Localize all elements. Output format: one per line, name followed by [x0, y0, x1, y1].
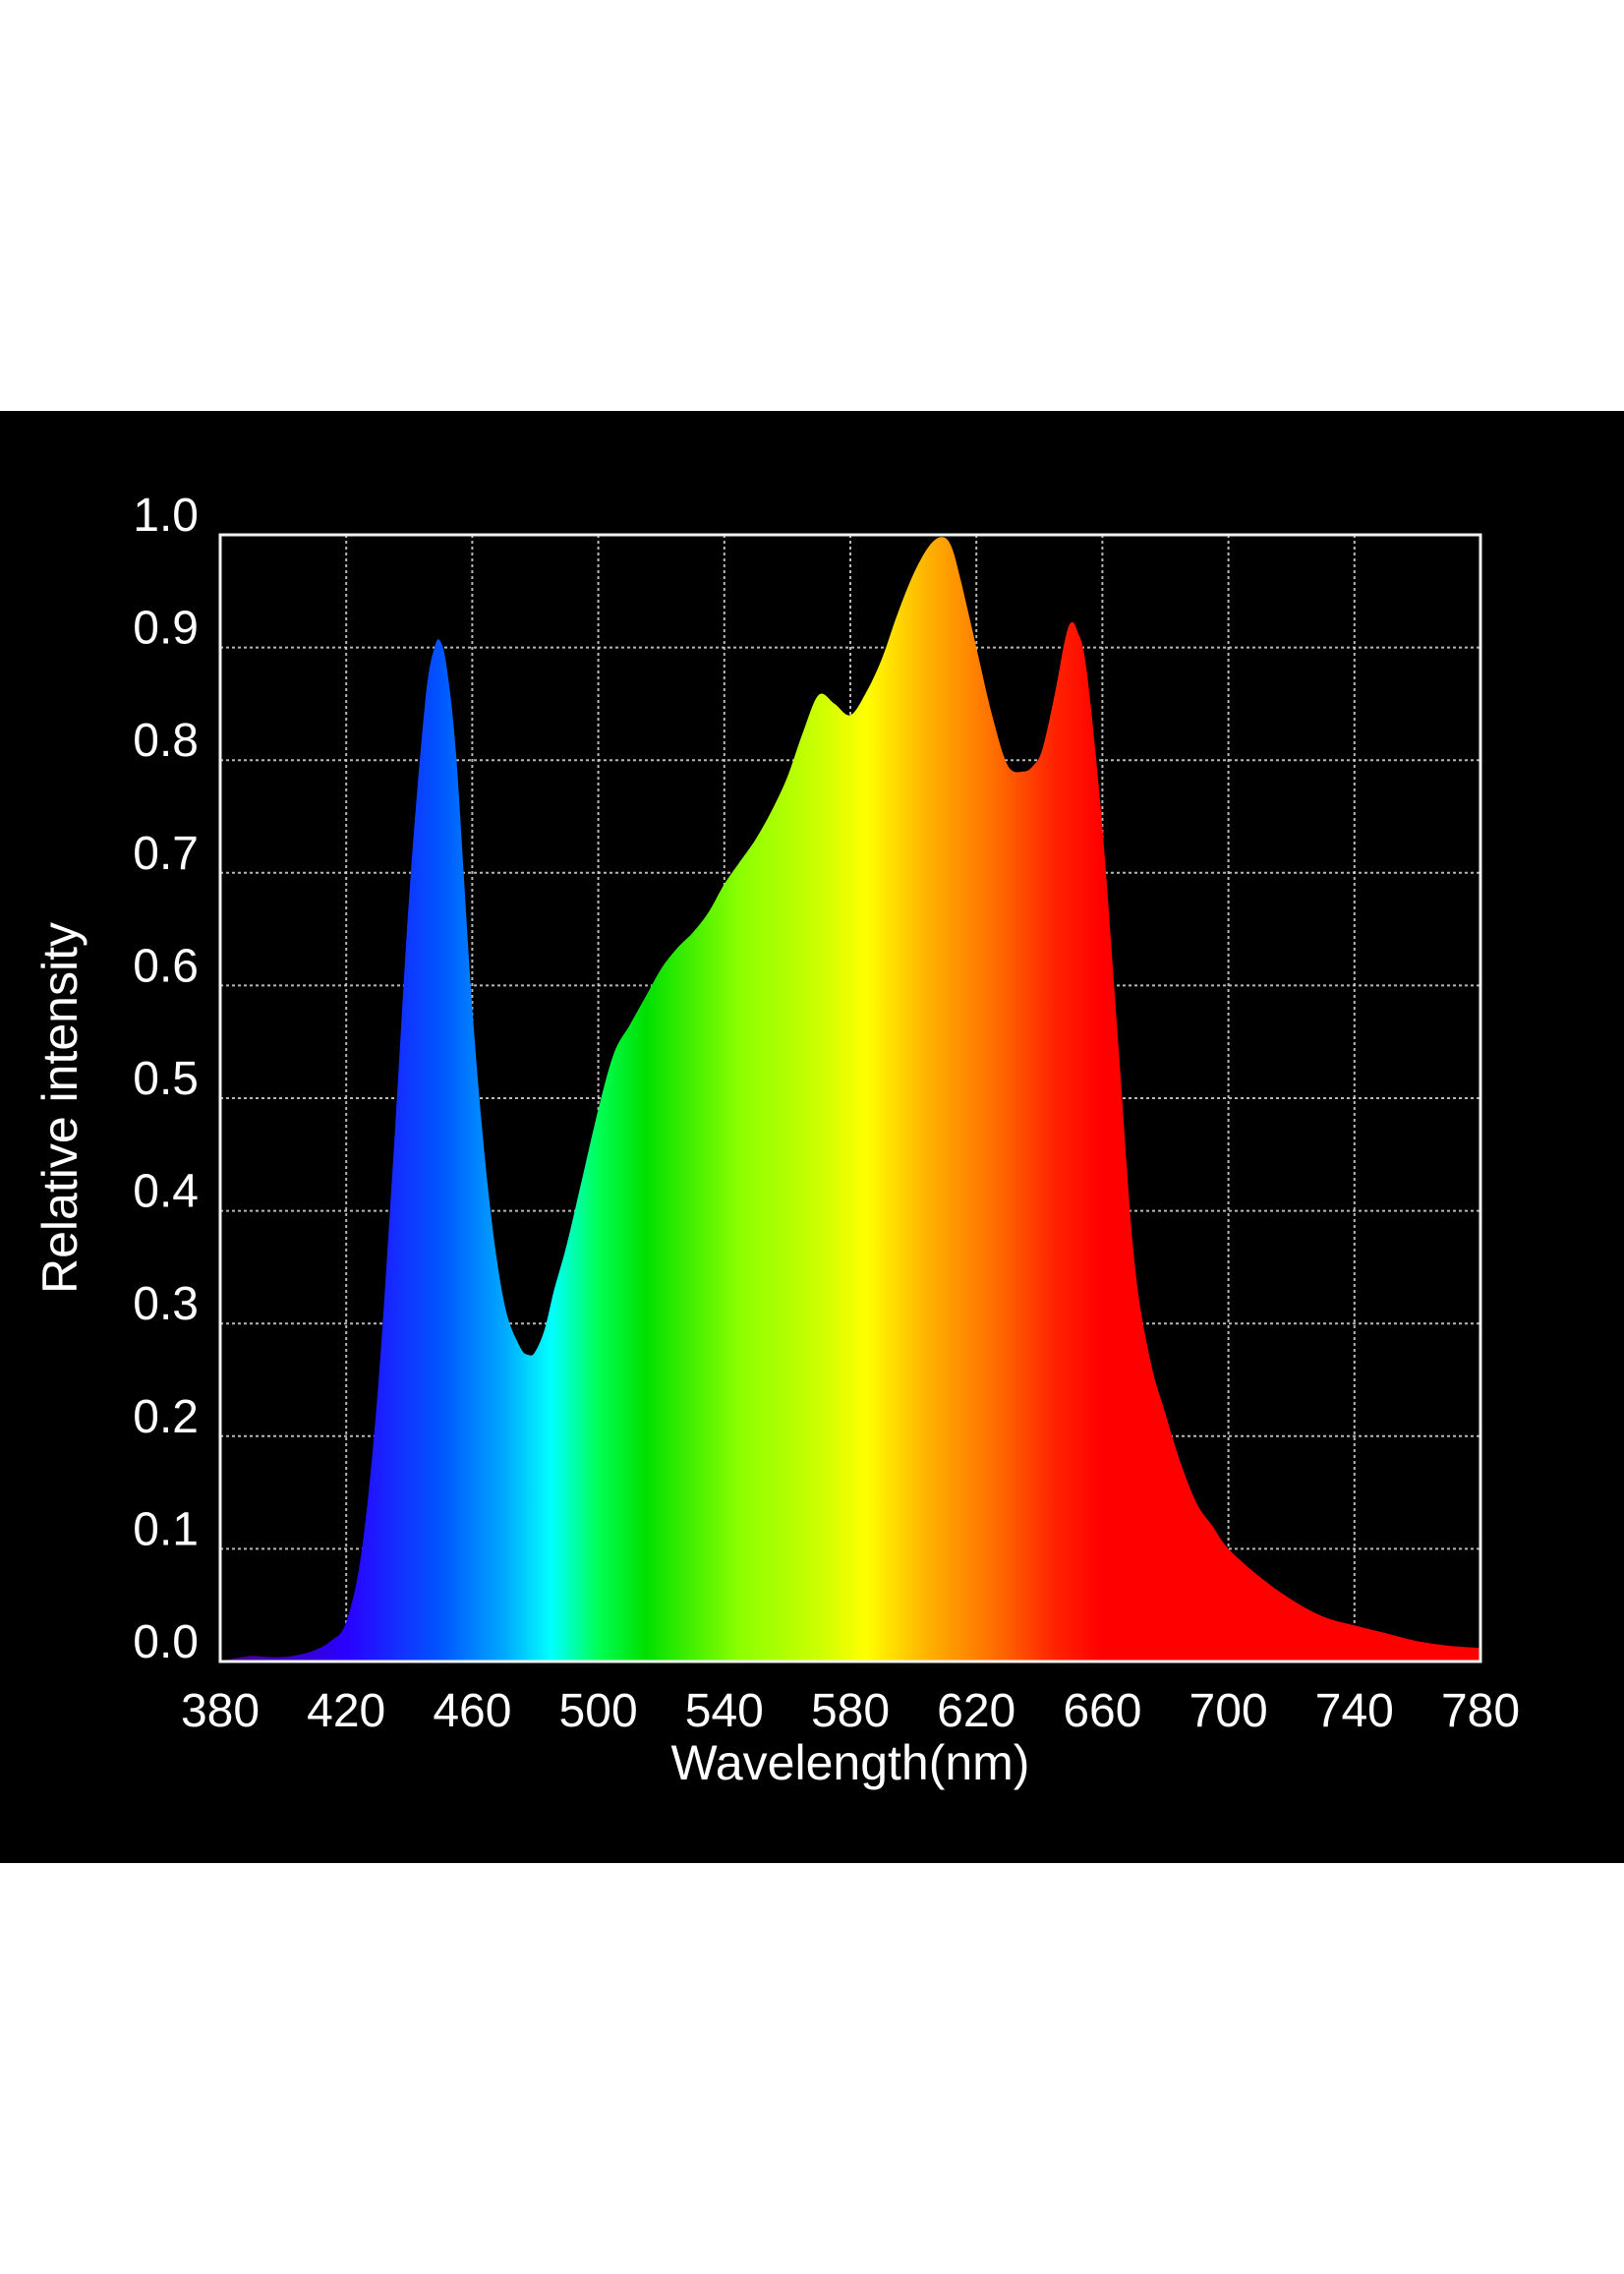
x-tick-label: 500	[559, 1685, 638, 1737]
x-tick-label: 740	[1315, 1685, 1394, 1737]
x-tick-labels: 380 420 460 500 540 580 620 660 700 740 780	[181, 1685, 1520, 1737]
plot-frame	[218, 533, 1482, 1663]
x-tick-label: 780	[1441, 1685, 1520, 1737]
x-tick-label: 540	[685, 1685, 764, 1737]
spectrum-area	[220, 537, 1480, 1662]
y-tick-label: 0.4	[133, 1166, 199, 1218]
x-tick-label: 420	[307, 1685, 385, 1737]
y-tick-label: 0.1	[133, 1503, 199, 1555]
chart-panel: 0.0 0.1 0.2 0.3 0.4 0.5 0.6 0.7 0.8 0.9 1.0 380 420…	[0, 411, 1624, 1863]
y-tick-label: 0.5	[133, 1053, 199, 1105]
x-tick-label: 580	[811, 1685, 890, 1737]
y-axis-title: Relative intensity	[32, 922, 87, 1294]
y-tick-label: 1.0	[133, 490, 199, 542]
y-tick-label: 0.9	[133, 603, 199, 655]
y-tick-label: 0.6	[133, 940, 199, 992]
x-tick-label: 700	[1189, 1685, 1268, 1737]
y-tick-label: 0.7	[133, 828, 199, 880]
y-tick-label: 0.2	[133, 1391, 199, 1443]
x-tick-label: 660	[1063, 1685, 1141, 1737]
x-axis-title: Wavelength(nm)	[671, 1735, 1030, 1790]
y-tick-label: 0.3	[133, 1278, 199, 1330]
y-tick-labels: 0.0 0.1 0.2 0.3 0.4 0.5 0.6 0.7 0.8 0.9 1.0	[133, 490, 199, 1668]
y-tick-label: 0.0	[133, 1616, 199, 1668]
spectrum-chart: 0.0 0.1 0.2 0.3 0.4 0.5 0.6 0.7 0.8 0.9 1.0 380 420…	[32, 490, 1520, 1790]
spectrum-area-layer	[220, 537, 1480, 1662]
x-tick-label: 380	[181, 1685, 260, 1737]
y-tick-label: 0.8	[133, 715, 199, 767]
x-tick-label: 620	[937, 1685, 1015, 1737]
x-tick-label: 460	[433, 1685, 511, 1737]
